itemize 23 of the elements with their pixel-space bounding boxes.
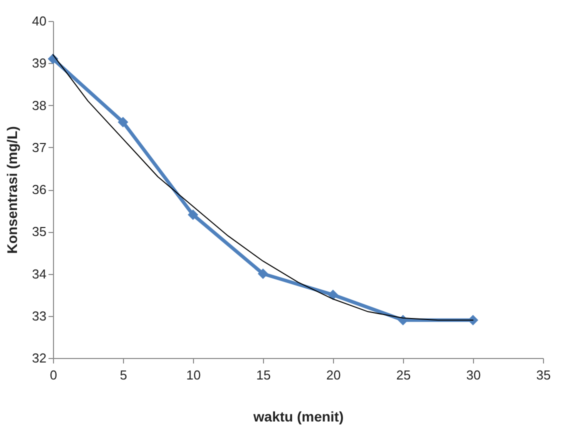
y-axis-title: Konsentrasi (mg/L) bbox=[4, 126, 20, 254]
y-tick-label: 35 bbox=[32, 224, 46, 240]
y-tick-label: 37 bbox=[32, 140, 46, 155]
point bbox=[328, 290, 338, 300]
y-tick-label: 32 bbox=[32, 350, 46, 366]
y-tick-label: 34 bbox=[32, 266, 46, 282]
point bbox=[188, 210, 198, 220]
x-tick-label: 30 bbox=[466, 368, 481, 382]
x-tick-label: 5 bbox=[120, 368, 128, 382]
point bbox=[258, 268, 268, 279]
x-tick-label: 25 bbox=[396, 368, 411, 382]
point bbox=[118, 116, 128, 128]
x-axis-title: waktu (menit) bbox=[252, 408, 344, 424]
x-tick-label: 10 bbox=[186, 368, 201, 382]
x-tick-label: 20 bbox=[326, 368, 341, 382]
x-tick-label: 0 bbox=[50, 368, 58, 382]
y-tick-label: 40 bbox=[32, 14, 46, 28]
x-tick-label: 15 bbox=[256, 368, 271, 382]
x-tick-label: 35 bbox=[536, 368, 551, 382]
y-tick-label: 38 bbox=[32, 98, 46, 113]
y-tick-label: 33 bbox=[32, 308, 46, 324]
y-tick-label: 39 bbox=[32, 56, 46, 71]
y-tick-label: 36 bbox=[32, 182, 46, 197]
